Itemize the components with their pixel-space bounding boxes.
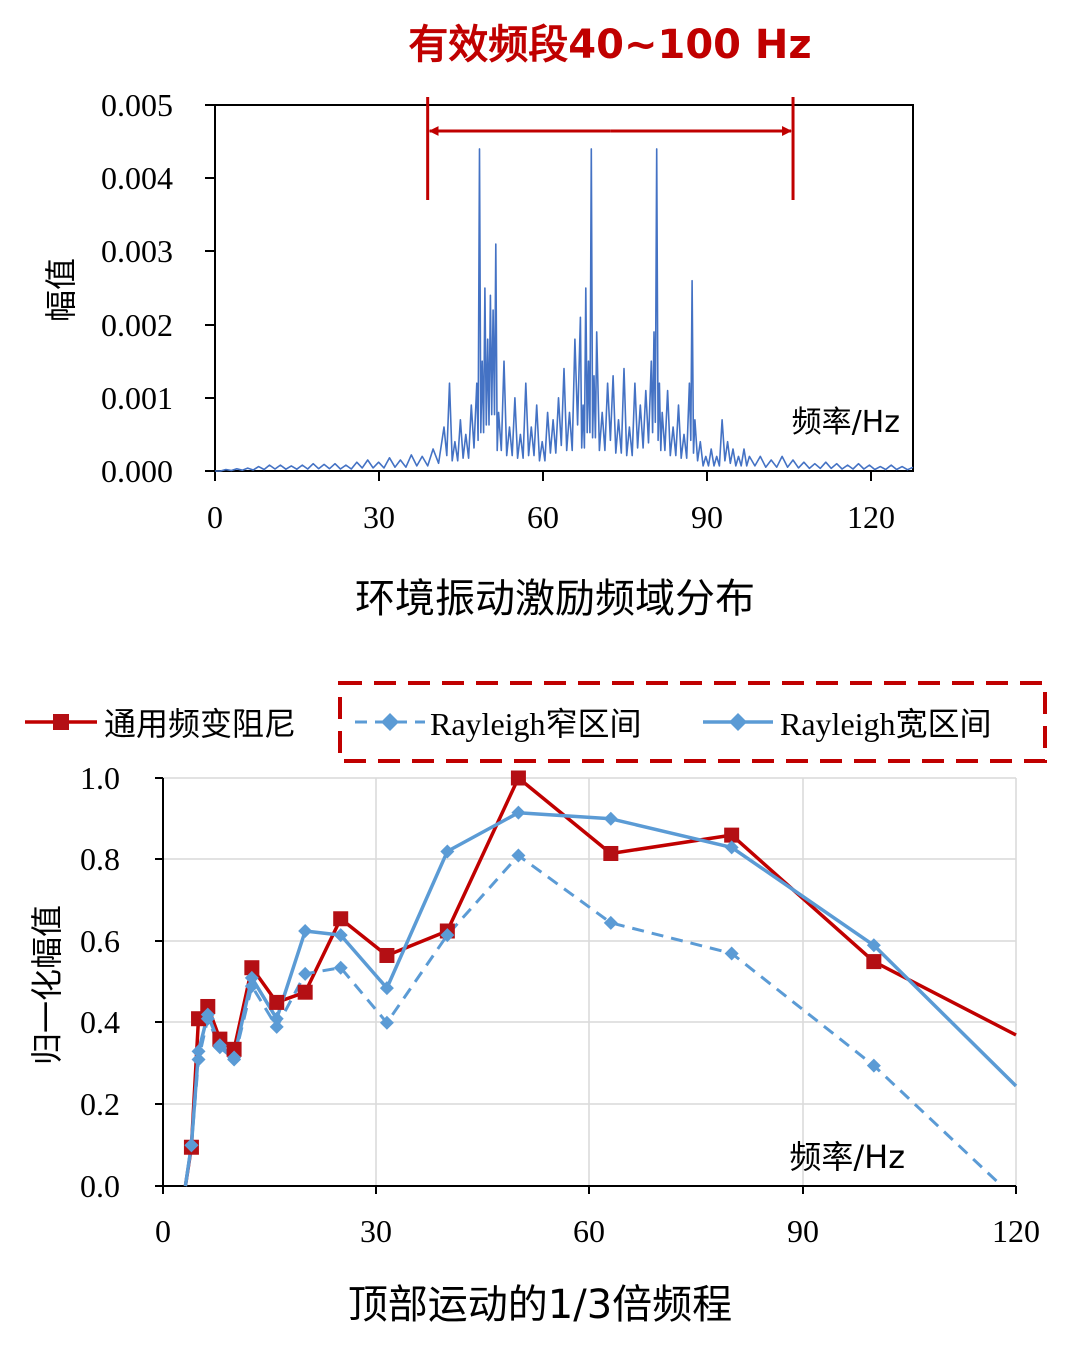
- octave-y-label: 归一化幅值: [28, 905, 66, 1065]
- data-point-rayleigh-narrow: [379, 1015, 394, 1030]
- legend-label: 通用频变阻尼: [104, 705, 296, 743]
- octave-xtick-label: 60: [573, 1213, 605, 1249]
- spectrum-title: 有效频段40~100 Hz: [408, 22, 811, 68]
- data-point-rayleigh-wide: [379, 981, 394, 996]
- data-point-rayleigh-narrow: [269, 1019, 284, 1034]
- octave-series-group: [183, 770, 1018, 1188]
- data-point-rayleigh-wide: [227, 1050, 242, 1065]
- octave-ytick-label: 0.6: [80, 923, 120, 959]
- spectrum-ytick-label: 0.003: [101, 233, 173, 269]
- data-point-rayleigh-narrow: [866, 1058, 881, 1073]
- data-point-frequency-dependent: [510, 770, 526, 786]
- data-point-rayleigh-wide: [200, 1007, 215, 1022]
- data-point-rayleigh-narrow: [191, 1052, 206, 1067]
- spectrum-y-axis: 0.000 0.001 0.002 0.003 0.004 0.005 幅值: [42, 87, 215, 489]
- data-point-rayleigh-wide: [603, 811, 618, 826]
- data-point-frequency-dependent: [244, 960, 260, 976]
- octave-ytick-label: 0.2: [80, 1086, 120, 1122]
- data-point-frequency-dependent: [297, 984, 313, 1000]
- spectrum-chart: 有效频段40~100 Hz 0.000 0.001 0.002 0.003 0.…: [42, 22, 914, 622]
- data-point-rayleigh-narrow: [298, 966, 313, 981]
- data-point-rayleigh-narrow: [440, 928, 455, 943]
- data-point-rayleigh-wide: [511, 805, 526, 820]
- data-point-frequency-dependent: [269, 994, 285, 1010]
- octave-x-label: 频率/Hz: [789, 1138, 905, 1176]
- legend-rayleigh-highlight-box: [338, 681, 1047, 763]
- spectrum-xtick-label: 60: [527, 499, 559, 535]
- data-point-frequency-dependent: [333, 911, 349, 927]
- legend-label: Rayleigh窄区间: [430, 706, 642, 742]
- data-point-frequency-dependent: [866, 954, 882, 970]
- octave-caption: 顶部运动的1/3倍频程: [348, 1282, 732, 1328]
- data-point-frequency-dependent: [379, 947, 395, 963]
- legend-square-marker: [53, 714, 69, 730]
- data-point-rayleigh-wide: [298, 924, 313, 938]
- octave-y-axis: 0.0 0.2 0.4 0.6 0.8 1.0 归一化幅值: [28, 760, 163, 1204]
- data-point-rayleigh-wide: [184, 1138, 199, 1153]
- legend-item-frequency-dependent: 通用频变阻尼: [25, 705, 296, 743]
- octave-ytick-label: 0.4: [80, 1004, 120, 1040]
- spectrum-xtick-label: 90: [691, 499, 723, 535]
- data-point-rayleigh-wide: [333, 928, 348, 943]
- series-line-frequency-dependent: [183, 776, 1017, 1187]
- spectrum-xtick-label: 30: [363, 499, 395, 535]
- legend: 通用频变阻尼 Rayleigh窄区间 Rayleigh宽区间: [25, 681, 1047, 763]
- data-point-rayleigh-wide: [212, 1038, 227, 1053]
- spectrum-x-label: 频率/Hz: [792, 405, 900, 440]
- octave-ytick-label: 0.0: [80, 1168, 120, 1204]
- series-line-rayleigh-narrow: [183, 854, 1003, 1188]
- spectrum-ytick-label: 0.002: [101, 307, 173, 343]
- octave-ytick-label: 1.0: [80, 760, 120, 796]
- octave-xtick-label: 30: [360, 1213, 392, 1249]
- data-point-rayleigh-narrow: [724, 946, 739, 961]
- data-point-rayleigh-wide: [191, 1044, 206, 1059]
- data-point-rayleigh-narrow: [511, 848, 526, 863]
- spectrum-ytick-label: 0.005: [101, 87, 173, 123]
- octave-chart: 0.0 0.2 0.4 0.6 0.8 1.0 归一化幅值 0 30 60 90…: [28, 760, 1040, 1328]
- legend-diamond-marker: [381, 713, 399, 731]
- octave-xtick-label: 0: [155, 1213, 171, 1249]
- data-point-rayleigh-wide: [866, 938, 881, 953]
- data-point-rayleigh-wide: [724, 840, 739, 855]
- data-point-frequency-dependent: [226, 1041, 242, 1057]
- spectrum-ytick-label: 0.004: [101, 160, 173, 196]
- legend-item-rayleigh-wide: Rayleigh宽区间: [703, 706, 992, 742]
- octave-xtick-label: 90: [787, 1213, 819, 1249]
- spectrum-xtick-label: 0: [207, 499, 223, 535]
- octave-xtick-label: 120: [992, 1213, 1040, 1249]
- data-point-frequency-dependent: [724, 827, 740, 843]
- data-point-rayleigh-wide: [269, 1011, 284, 1026]
- data-point-rayleigh-wide: [244, 970, 259, 985]
- spectrum-caption: 环境振动激励频域分布: [355, 576, 755, 622]
- data-point-rayleigh-narrow: [333, 960, 348, 975]
- legend-item-rayleigh-narrow: Rayleigh窄区间: [355, 706, 642, 742]
- spectrum-series-line: [215, 148, 914, 472]
- spectrum-xtick-label: 120: [847, 499, 895, 535]
- octave-grid: [163, 777, 1017, 1186]
- spectrum-y-label: 幅值: [42, 258, 80, 322]
- spectrum-ytick-label: 0.000: [101, 453, 173, 489]
- data-point-frequency-dependent: [603, 845, 619, 861]
- spectrum-plot-frame: [214, 104, 914, 472]
- data-point-rayleigh-narrow: [603, 915, 618, 930]
- legend-label: Rayleigh宽区间: [780, 706, 992, 742]
- spectrum-x-axis: 0 30 60 90 120: [207, 471, 895, 535]
- data-point-rayleigh-narrow: [244, 979, 259, 994]
- octave-x-axis: 0 30 60 90 120: [155, 1186, 1040, 1249]
- octave-ytick-label: 0.8: [80, 841, 120, 877]
- spectrum-ytick-label: 0.001: [101, 380, 173, 416]
- data-point-frequency-dependent: [200, 998, 216, 1014]
- legend-diamond-marker: [729, 713, 747, 731]
- data-point-rayleigh-wide: [440, 844, 455, 859]
